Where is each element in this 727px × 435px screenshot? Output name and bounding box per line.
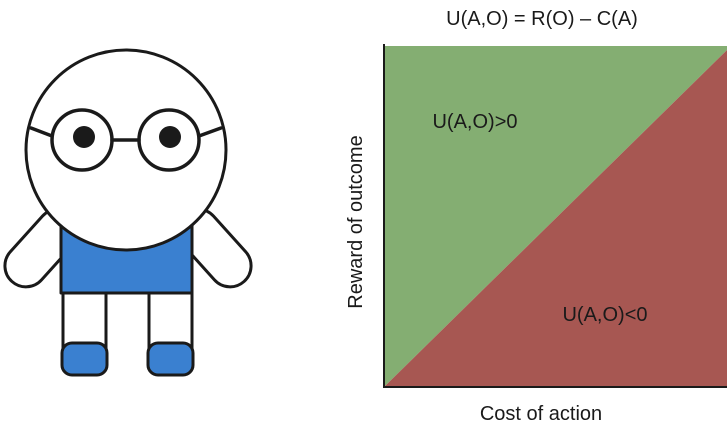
left-pupil bbox=[73, 126, 95, 148]
left-temple bbox=[29, 126, 54, 138]
left-shoe bbox=[60, 341, 109, 377]
positive-utility-region bbox=[384, 46, 727, 387]
cartoon-person bbox=[3, 48, 253, 377]
utility-formula: U(A,O) = R(O) – C(A) bbox=[446, 8, 638, 30]
utility-plot: U(A,O)>0 U(A,O)<0 bbox=[383, 44, 727, 388]
negative-utility-label: U(A,O)<0 bbox=[562, 304, 647, 326]
x-axis-label: Cost of action bbox=[480, 403, 602, 425]
right-temple bbox=[197, 126, 223, 138]
y-axis-label: Reward of outcome bbox=[345, 135, 367, 308]
glasses-icon bbox=[29, 108, 223, 172]
negative-utility-region bbox=[384, 50, 727, 387]
head bbox=[24, 48, 228, 252]
right-pupil bbox=[159, 126, 181, 148]
positive-utility-label: U(A,O)>0 bbox=[432, 111, 517, 133]
right-shoe bbox=[146, 341, 195, 377]
